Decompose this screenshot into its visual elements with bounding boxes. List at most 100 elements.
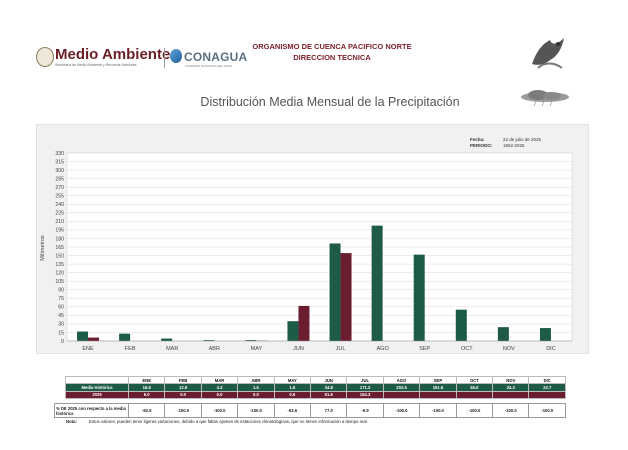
date-value: 22 de julio de 2025 [503, 137, 542, 142]
bar-historic [413, 254, 425, 341]
cloud-icon [521, 90, 569, 107]
table-cell-2025 [382, 390, 421, 399]
table-header-cell: AGO [382, 375, 421, 385]
conagua-subtitle: COMISIÓN NACIONAL DEL AGUA [185, 64, 232, 68]
table-cell-historic: 55.0 [455, 383, 494, 392]
table-header-cell: DIC [528, 375, 566, 385]
bar-historic [329, 243, 341, 341]
table-cell-percentage: -100.0 [455, 403, 494, 418]
bar-historic [203, 340, 215, 341]
x-tick-label: JUL [336, 346, 346, 352]
y-tick-label: 150 [55, 253, 64, 259]
x-tick-label: MAY [251, 346, 263, 352]
y-tick-label: 285 [55, 176, 64, 182]
footnote: Nota: Estos valores, pueden tener ligeras… [66, 419, 368, 424]
table-cell-historic: 151.6 [419, 383, 457, 392]
table-cell-2025: 0.0 [200, 390, 239, 399]
government-emblem-icon [36, 47, 54, 67]
y-tick-label: 255 [55, 194, 64, 200]
conagua-logo-text: CONAGUA [184, 50, 248, 64]
table-cell-percentage: -9.9 [346, 403, 384, 418]
table-cell-historic: 24.3 [492, 383, 530, 392]
table-cell-percentage: -100.0 [200, 403, 239, 418]
y-tick-label: 75 [58, 296, 64, 302]
table-cell-historic: 34.8 [310, 383, 348, 392]
y-tick-label: 105 [55, 279, 64, 285]
table-cell-percentage: -100.0 [492, 403, 530, 418]
y-tick-label: 300 [55, 168, 64, 174]
x-tick-label: SEP [419, 346, 430, 352]
y-tick-label: 195 [55, 228, 64, 234]
table-cell-2025 [419, 390, 457, 399]
table-corner-cell [65, 375, 129, 385]
table-cell-historic: 171.2 [346, 383, 384, 392]
org-name: ORGANISMO DE CUENCA PACIFICO NORTE [252, 42, 412, 51]
period-label: PERIODO: [470, 143, 493, 148]
bar-historic [77, 331, 89, 341]
table-header-cell: JUN [310, 375, 348, 385]
table-cell-percentage: -100.0 [382, 403, 421, 418]
table-header-cell: SEP [419, 375, 457, 385]
table-row-historic: Media Histórica 16.6 12.9 4.3 1.5 1.6 34.8 171… [65, 383, 566, 392]
percentage-table: % DE 2025 con respecto a la media histór… [54, 403, 566, 418]
y-axis-label: Milímetros [40, 235, 46, 261]
table-cell-2025 [455, 390, 494, 399]
bar-historic [539, 328, 551, 341]
table-header-cell: ABR [237, 375, 275, 385]
y-tick-label: 30 [58, 322, 64, 328]
table-header-cell: JUL [346, 375, 384, 385]
y-tick-label: 330 [55, 151, 64, 157]
table-cell-2025 [492, 390, 530, 399]
y-tick-label: 180 [55, 236, 64, 242]
chart-title: Distribución Media Mensual de la Precipi… [200, 95, 460, 109]
y-tick-label: 135 [55, 262, 64, 268]
x-tick-label: JUN [293, 346, 304, 352]
table-row-2025: 2025 6.0 0.0 0.0 0.0 0.6 61.6 154.3 [65, 390, 566, 399]
table-cell-historic: 22.7 [528, 383, 566, 392]
table-cell-percentage: -100.0 [419, 403, 457, 418]
table-cell-2025 [528, 390, 566, 399]
table-header-cell: MAY [273, 375, 312, 385]
monthly-data-table: ENE FEB MAR ABR MAY JUN JUL AGO SEP OCT NOV DIC Med… [65, 375, 566, 399]
table-cell-historic: 1.5 [237, 383, 275, 392]
y-tick-label: 45 [58, 313, 64, 319]
x-tick-label: NOV [503, 346, 515, 352]
table-header-cell: ENE [127, 375, 166, 385]
table-cell-historic: 1.6 [273, 383, 312, 392]
table-cell-percentage: -100.0 [164, 403, 202, 418]
table-cell-historic: 16.6 [127, 383, 166, 392]
table-cell-historic: 12.9 [164, 383, 202, 392]
table-header-cell: NOV [492, 375, 530, 385]
y-tick-label: 210 [55, 219, 64, 225]
x-tick-label: FEB [125, 346, 136, 352]
x-tick-label: OCT [461, 346, 473, 352]
y-tick-label: 165 [55, 245, 64, 251]
table-cell-2025: 154.3 [346, 390, 384, 399]
table-header-cell: OCT [455, 375, 494, 385]
table-cell-percentage: -100.0 [528, 403, 566, 418]
row-label-historic: Media Histórica [65, 383, 129, 392]
y-tick-label: 15 [58, 330, 64, 336]
x-tick-label: ENE [82, 346, 94, 352]
bar-2025 [88, 337, 100, 341]
table-cell-percentage: -63.6 [273, 403, 312, 418]
table-cell-2025: 0.0 [164, 390, 202, 399]
bar-2025 [298, 305, 310, 341]
bar-historic [287, 321, 299, 341]
table-header-cell: MAR [200, 375, 239, 385]
footnote-label: Nota: [66, 419, 77, 424]
y-tick-label: 240 [55, 202, 64, 208]
gov-subtitle: Secretaría de Medio Ambiente y Recursos … [55, 63, 137, 67]
table-cell-percentage: -100.0 [237, 403, 275, 418]
table-cell-percentage: -63.5 [127, 403, 166, 418]
x-tick-label: DIC [546, 346, 556, 352]
row-label-2025: 2025 [65, 390, 129, 399]
table-cell-percentage: 77.0 [310, 403, 348, 418]
bar-historic [161, 338, 173, 341]
row-label-percentage: % DE 2025 con respecto a la media histór… [54, 403, 129, 418]
org-department: DIRECCION TECNICA [293, 53, 371, 62]
bar-2025 [340, 253, 352, 341]
conagua-logo-icon [170, 49, 182, 63]
table-cell-2025: 61.6 [310, 390, 348, 399]
